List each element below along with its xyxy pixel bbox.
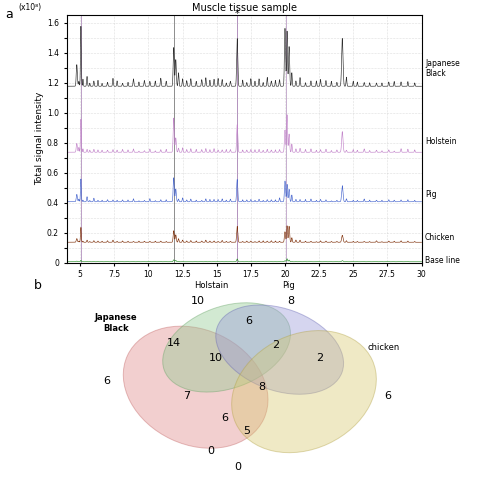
Text: 8: 8 [287, 296, 294, 306]
Text: 10: 10 [191, 296, 205, 306]
Text: 8: 8 [258, 382, 266, 392]
Text: Holstain: Holstain [194, 281, 228, 290]
Text: *: * [235, 10, 240, 20]
Text: 6: 6 [245, 316, 252, 326]
Text: Holstein: Holstein [425, 136, 457, 145]
Text: b: b [34, 279, 42, 292]
Text: 2: 2 [272, 340, 279, 350]
Y-axis label: Total signal intensity: Total signal intensity [35, 92, 44, 186]
Text: 6: 6 [221, 413, 228, 423]
Text: 14: 14 [167, 338, 180, 348]
Text: Japanese
Black: Japanese Black [95, 314, 138, 333]
Text: 5: 5 [243, 426, 250, 436]
Text: 0: 0 [234, 462, 241, 472]
Ellipse shape [216, 305, 344, 394]
Text: (x10⁸): (x10⁸) [19, 3, 42, 12]
Text: 0: 0 [208, 446, 214, 456]
Text: Pig: Pig [282, 281, 295, 290]
Ellipse shape [123, 326, 268, 448]
Text: 6: 6 [385, 391, 391, 401]
Ellipse shape [163, 303, 290, 392]
Text: Pig: Pig [425, 190, 437, 199]
Text: a: a [5, 8, 13, 20]
Text: Chicken: Chicken [425, 233, 455, 242]
Text: Japanese
Black: Japanese Black [425, 58, 459, 78]
Text: Base line: Base line [425, 256, 460, 266]
Ellipse shape [232, 330, 376, 452]
Text: 10: 10 [209, 354, 222, 364]
Title: Muscle tissue sample: Muscle tissue sample [192, 3, 296, 13]
Text: 2: 2 [316, 354, 323, 364]
Text: chicken: chicken [367, 343, 400, 352]
Text: 6: 6 [104, 376, 110, 386]
Text: 7: 7 [183, 391, 190, 401]
